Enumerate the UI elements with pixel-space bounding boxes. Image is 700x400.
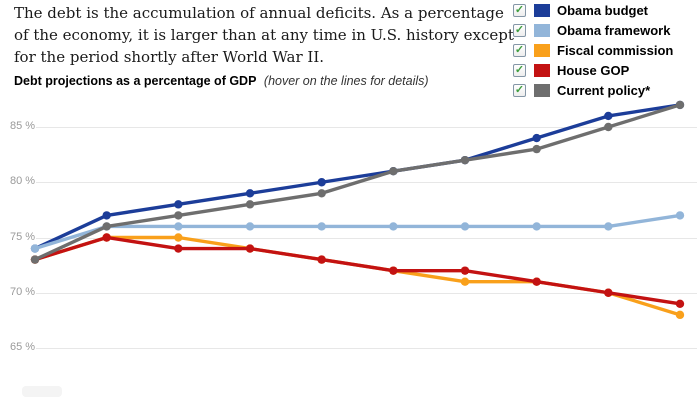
data-point-fiscal-commission[interactable]: [174, 233, 183, 242]
legend-item-label: Obama framework: [557, 22, 671, 38]
data-point-house-gop[interactable]: [317, 255, 326, 264]
data-point-obama-framework[interactable]: [460, 222, 470, 231]
data-point-obama-budget[interactable]: [317, 178, 326, 187]
legend-item-label: Obama budget: [557, 2, 649, 18]
gridline-75: [36, 237, 697, 239]
data-point-current-policy[interactable]: [30, 255, 40, 264]
hover-hint: (hover on the lines for details): [263, 74, 429, 88]
checkbox-checked-icon[interactable]: ✓: [513, 23, 526, 37]
data-point-obama-budget[interactable]: [245, 189, 255, 198]
intro-paragraph: The debt is the accumulation of annual d…: [14, 2, 514, 68]
chart-title: Debt projections as a percentage of GDP: [14, 74, 257, 88]
data-point-house-gop[interactable]: [174, 244, 183, 253]
data-point-current-policy[interactable]: [317, 189, 326, 198]
legend-item-label: House GOP: [557, 62, 630, 78]
data-point-current-policy[interactable]: [675, 100, 685, 110]
legend-item-fiscal-commission[interactable]: ✓ Fiscal commission: [513, 40, 673, 60]
legend-item-obama-budget[interactable]: ✓ Obama budget: [513, 0, 673, 20]
data-point-obama-budget[interactable]: [532, 133, 541, 143]
data-point-house-gop[interactable]: [245, 244, 255, 253]
y-axis-tick-label: 85 %: [10, 120, 36, 132]
series-color-swatch: [534, 63, 550, 77]
data-point-obama-budget[interactable]: [174, 200, 183, 209]
y-axis-tick-label: 75 %: [10, 230, 36, 243]
intro-line: The debt is the accumulation of annual d…: [14, 4, 504, 22]
legend-item-current-policy[interactable]: ✓ Current policy*: [513, 80, 673, 100]
checkbox-checked-icon[interactable]: ✓: [513, 3, 526, 17]
data-point-obama-framework[interactable]: [245, 222, 255, 231]
data-point-current-policy[interactable]: [174, 211, 183, 220]
legend-item-label: Fiscal commission: [557, 42, 674, 58]
data-point-obama-framework[interactable]: [317, 222, 326, 231]
data-point-obama-budget[interactable]: [102, 211, 111, 220]
data-point-current-policy[interactable]: [389, 167, 398, 176]
data-point-current-policy[interactable]: [245, 200, 255, 209]
intro-line: of the economy, it is larger than at any…: [14, 26, 514, 44]
legend-item-house-gop[interactable]: ✓ House GOP: [513, 60, 673, 80]
data-point-obama-framework[interactable]: [30, 244, 40, 253]
data-point-house-gop[interactable]: [389, 266, 398, 275]
data-point-obama-framework[interactable]: [389, 222, 398, 231]
data-point-obama-budget[interactable]: [604, 111, 613, 121]
series-line-house-gop[interactable]: [30, 233, 685, 308]
data-point-obama-framework[interactable]: [675, 211, 685, 220]
gridline-65: [36, 348, 697, 349]
checkbox-checked-icon[interactable]: ✓: [513, 63, 526, 77]
data-point-fiscal-commission[interactable]: [460, 277, 470, 286]
data-point-house-gop[interactable]: [532, 277, 541, 286]
series-color-swatch: [534, 43, 550, 57]
y-axis-tick-label: 65 %: [10, 341, 36, 353]
series-color-swatch: [534, 23, 550, 37]
data-point-house-gop[interactable]: [675, 299, 685, 308]
intro-line: for the period shortly after World War I…: [14, 48, 325, 66]
data-point-obama-framework[interactable]: [174, 222, 183, 231]
series-line-obama-budget[interactable]: [30, 100, 685, 253]
gridline-85: [36, 127, 697, 128]
gridline-70: [36, 292, 697, 294]
data-point-current-policy[interactable]: [460, 155, 470, 165]
checkbox-checked-icon[interactable]: ✓: [513, 83, 526, 97]
data-point-house-gop[interactable]: [460, 266, 470, 275]
series-line-fiscal-commission[interactable]: [30, 233, 685, 320]
data-point-fiscal-commission[interactable]: [675, 310, 685, 320]
series-line-obama-framework[interactable]: [30, 211, 685, 253]
checkbox-checked-icon[interactable]: ✓: [513, 43, 526, 57]
data-point-house-gop[interactable]: [604, 288, 613, 297]
series-line-current-policy[interactable]: [30, 100, 685, 264]
data-point-current-policy[interactable]: [604, 122, 613, 132]
data-point-obama-framework[interactable]: [604, 222, 613, 231]
cropped-artifact: [22, 386, 62, 397]
legend: ✓ Obama budget ✓ Obama framework ✓ Fisca…: [513, 0, 673, 100]
data-point-current-policy[interactable]: [532, 144, 541, 154]
y-axis-tick-label: 70 %: [10, 285, 36, 298]
data-point-obama-framework[interactable]: [532, 222, 541, 231]
legend-item-label: Current policy*: [557, 82, 651, 98]
chart-subtitle: Debt projections as a percentage of GDP …: [14, 74, 429, 88]
gridline-80: [36, 182, 697, 184]
series-color-swatch: [534, 83, 550, 97]
data-point-current-policy[interactable]: [102, 222, 111, 231]
series-color-swatch: [534, 3, 550, 17]
y-axis-tick-label: 80 %: [10, 175, 36, 188]
data-point-house-gop[interactable]: [102, 233, 111, 242]
legend-item-obama-framework[interactable]: ✓ Obama framework: [513, 20, 673, 40]
